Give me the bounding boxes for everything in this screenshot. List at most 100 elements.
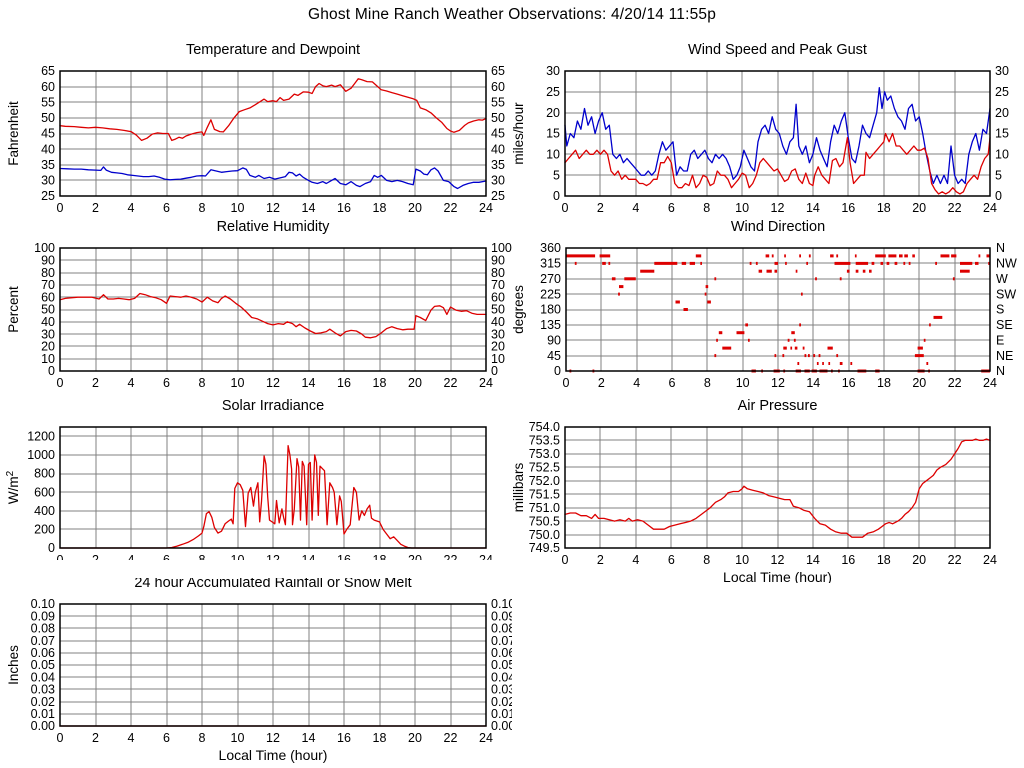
svg-text:0.07: 0.07 [31, 634, 55, 648]
svg-text:200: 200 [34, 523, 55, 537]
axis-tick-labels: 0 2 4 6 8 10 12 14 16 18 20 22 240.00 0.000.01 0.010.0… [31, 597, 516, 745]
svg-text:16: 16 [841, 201, 855, 215]
chart-title: Temperature and Dewpoint [186, 42, 360, 58]
svg-text:360: 360 [540, 241, 561, 255]
axis-tick-labels: 0 2 4 6 8 10 12 14 16 18 20 22 240200400600800100012… [27, 430, 493, 568]
svg-text:2: 2 [92, 731, 99, 745]
chart-wind-speed-gust: 0 2 4 6 8 10 12 14 16 18 20 22 24 0 0 5 5 10 10 15 15 20 20 25 2… [505, 38, 1024, 216]
svg-text:70: 70 [41, 278, 55, 292]
svg-text:60: 60 [41, 290, 55, 304]
svg-text:20: 20 [912, 553, 926, 567]
svg-text:E: E [996, 334, 1004, 348]
svg-text:0.06: 0.06 [31, 646, 55, 660]
axis-tick-labels: 0 2 4 6 8 10 12 14 16 18 20 22 24749.5750.0750.5751.… [529, 420, 997, 567]
svg-text:20: 20 [408, 553, 422, 560]
svg-text:10: 10 [41, 352, 55, 366]
y-axis-label: Fahrenheit [6, 101, 21, 166]
svg-text:0: 0 [491, 364, 498, 378]
svg-text:6: 6 [669, 376, 676, 390]
svg-text:0: 0 [57, 731, 64, 745]
svg-text:752.5: 752.5 [529, 461, 560, 475]
svg-text:10: 10 [491, 352, 505, 366]
wind-direction-marks [566, 254, 990, 373]
svg-text:270: 270 [540, 272, 561, 286]
svg-text:0: 0 [553, 189, 560, 203]
svg-text:25: 25 [491, 189, 505, 203]
y-axis-label: Inches [6, 645, 21, 685]
svg-text:50: 50 [491, 303, 505, 317]
svg-text:180: 180 [540, 303, 561, 317]
gridlines [565, 71, 990, 196]
svg-text:16: 16 [337, 553, 351, 560]
svg-text:45: 45 [491, 127, 505, 141]
svg-text:0: 0 [563, 376, 570, 390]
svg-text:22: 22 [444, 376, 458, 390]
svg-text:8: 8 [199, 553, 206, 560]
svg-text:55: 55 [41, 96, 55, 110]
svg-text:22: 22 [948, 376, 962, 390]
svg-text:0.09: 0.09 [491, 609, 512, 623]
svg-text:225: 225 [540, 287, 561, 301]
svg-text:40: 40 [491, 315, 505, 329]
svg-text:8: 8 [199, 201, 206, 215]
svg-text:800: 800 [34, 467, 55, 481]
svg-text:5: 5 [995, 168, 1002, 182]
svg-text:0: 0 [995, 189, 1002, 203]
svg-text:S: S [996, 303, 1004, 317]
svg-text:400: 400 [34, 504, 55, 518]
svg-text:SW: SW [996, 287, 1016, 301]
svg-text:14: 14 [302, 201, 316, 215]
svg-text:NE: NE [996, 349, 1013, 363]
svg-text:14: 14 [302, 731, 316, 745]
svg-text:16: 16 [337, 731, 351, 745]
svg-text:20: 20 [912, 376, 926, 390]
svg-text:14: 14 [302, 376, 316, 390]
plot-border [564, 70, 991, 197]
plot-border [59, 426, 487, 549]
series-relative-humidity [59, 292, 487, 339]
svg-text:1000: 1000 [27, 448, 55, 462]
svg-text:0.09: 0.09 [31, 609, 55, 623]
chart-title: Relative Humidity [217, 219, 331, 235]
svg-text:0: 0 [57, 201, 64, 215]
svg-text:18: 18 [373, 201, 387, 215]
svg-text:18: 18 [373, 731, 387, 745]
svg-text:0.05: 0.05 [31, 658, 55, 672]
svg-text:NW: NW [996, 257, 1017, 271]
svg-text:18: 18 [373, 376, 387, 390]
svg-text:24: 24 [479, 731, 493, 745]
svg-text:60: 60 [41, 80, 55, 94]
svg-text:12: 12 [771, 553, 785, 567]
svg-text:0.03: 0.03 [31, 683, 55, 697]
svg-text:50: 50 [491, 111, 505, 125]
svg-text:6: 6 [668, 201, 675, 215]
svg-text:30: 30 [491, 174, 505, 188]
svg-text:24: 24 [983, 553, 997, 567]
svg-text:8: 8 [199, 376, 206, 390]
svg-text:2: 2 [92, 553, 99, 560]
svg-text:90: 90 [547, 334, 561, 348]
series-air-pressure [564, 438, 991, 538]
chart-air-pressure: 0 2 4 6 8 10 12 14 16 18 20 22 24 749.5 750.0 750.5 751.… [505, 398, 1024, 585]
svg-text:30: 30 [491, 327, 505, 341]
gridlines [60, 248, 486, 371]
svg-text:0.01: 0.01 [31, 707, 55, 721]
svg-text:5: 5 [553, 168, 560, 182]
svg-text:10: 10 [231, 201, 245, 215]
svg-text:0: 0 [554, 364, 561, 378]
svg-text:0: 0 [57, 553, 64, 560]
svg-text:4: 4 [633, 376, 640, 390]
chart-temperature-dewpoint: 0 2 4 6 8 10 12 14 16 18 20 22 24 25 25 30 30 35 35 40 40 45 4… [0, 38, 512, 216]
svg-text:16: 16 [337, 376, 351, 390]
svg-text:0.07: 0.07 [491, 634, 512, 648]
svg-text:18: 18 [877, 553, 891, 567]
svg-text:12: 12 [771, 201, 785, 215]
svg-text:753.5: 753.5 [529, 434, 560, 448]
svg-text:12: 12 [266, 201, 280, 215]
svg-text:0: 0 [48, 541, 55, 555]
svg-text:2: 2 [92, 376, 99, 390]
series-wind-speed [564, 132, 991, 195]
